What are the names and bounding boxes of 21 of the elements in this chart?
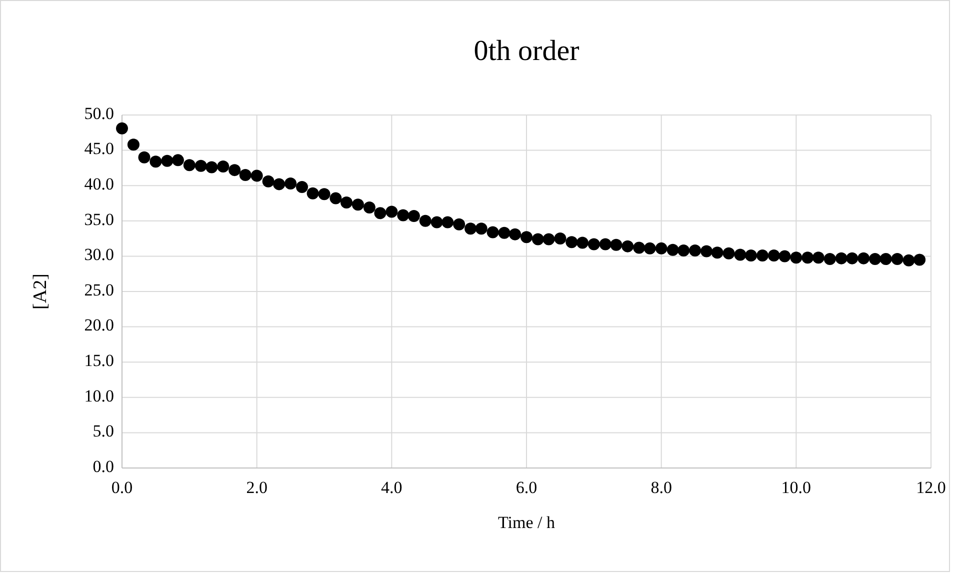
x-tick-label: 6.0 [516, 478, 538, 497]
y-tick-label: 15.0 [84, 351, 114, 370]
y-tick-label: 45.0 [84, 139, 114, 158]
x-tick-label: 12.0 [916, 478, 946, 497]
y-tick-label: 5.0 [92, 422, 114, 441]
x-tick-label: 2.0 [246, 478, 268, 497]
x-tick-label: 8.0 [650, 478, 672, 497]
x-tick-label: 4.0 [381, 478, 402, 497]
y-tick-label: 35.0 [84, 210, 114, 229]
chart-title: 0th order [474, 35, 580, 67]
y-tick-label: 0.0 [92, 456, 114, 476]
y-tick-label: 50.0 [84, 104, 114, 123]
x-axis-title: Time / h [498, 513, 556, 532]
x-tick-label: 0.0 [111, 478, 133, 497]
y-tick-label: 25.0 [84, 280, 114, 300]
y-tick-label: 10.0 [84, 386, 114, 406]
y-tick-label: 30.0 [84, 245, 114, 264]
y-tick-label: 20.0 [84, 316, 114, 335]
y-tick-label: 40.0 [84, 174, 114, 194]
y-axis-title: [A2] [30, 274, 51, 310]
x-tick-label: 10.0 [781, 478, 812, 497]
